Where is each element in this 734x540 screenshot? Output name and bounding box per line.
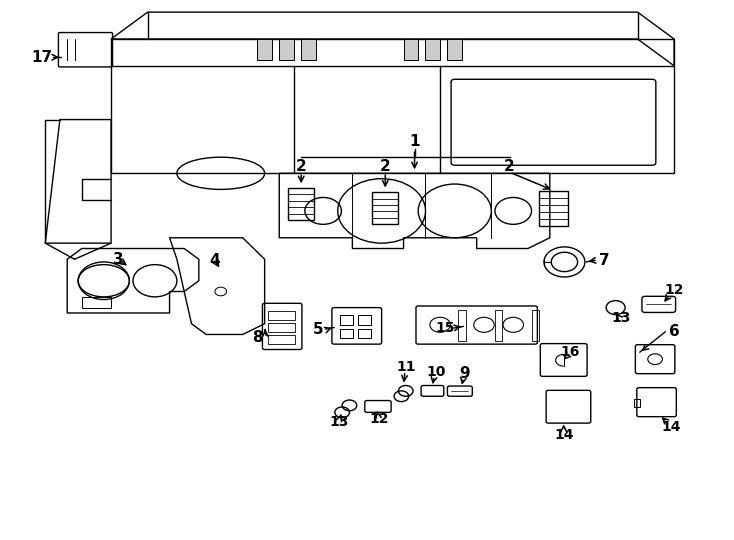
Bar [279, 39, 294, 60]
Text: 12: 12 [369, 413, 388, 427]
Bar [269, 335, 295, 343]
Text: 6: 6 [669, 325, 680, 339]
Text: 11: 11 [397, 360, 416, 374]
Bar [81, 297, 111, 308]
Bar [269, 312, 295, 320]
Bar [539, 191, 568, 226]
Text: 13: 13 [611, 312, 631, 325]
Text: 12: 12 [664, 284, 684, 298]
Bar [358, 315, 371, 325]
Bar [495, 310, 502, 341]
Bar [426, 39, 440, 60]
Bar [404, 39, 418, 60]
Text: 9: 9 [459, 366, 470, 381]
Bar [340, 328, 353, 338]
Bar [634, 399, 640, 407]
Bar [258, 39, 272, 60]
Bar [531, 310, 539, 341]
Bar [301, 39, 316, 60]
Text: 2: 2 [380, 159, 390, 174]
Bar [340, 315, 353, 325]
Text: 1: 1 [410, 133, 420, 148]
Text: 3: 3 [113, 252, 124, 267]
Text: 4: 4 [210, 253, 220, 268]
Bar [358, 328, 371, 338]
Text: 10: 10 [426, 364, 446, 379]
Text: 7: 7 [600, 253, 610, 268]
Bar [448, 39, 462, 60]
Text: 2: 2 [296, 159, 307, 174]
Bar [288, 188, 314, 220]
Text: 16: 16 [561, 345, 580, 359]
Text: 17: 17 [31, 50, 52, 65]
Text: 13: 13 [330, 415, 349, 429]
Bar [372, 192, 398, 224]
Text: 14: 14 [661, 421, 681, 434]
Text: 8: 8 [252, 329, 263, 345]
Bar [459, 310, 465, 341]
Text: 5: 5 [313, 322, 323, 336]
Bar [269, 323, 295, 332]
Text: 2: 2 [504, 159, 515, 174]
Text: 14: 14 [554, 428, 573, 442]
Text: 15: 15 [435, 321, 455, 335]
